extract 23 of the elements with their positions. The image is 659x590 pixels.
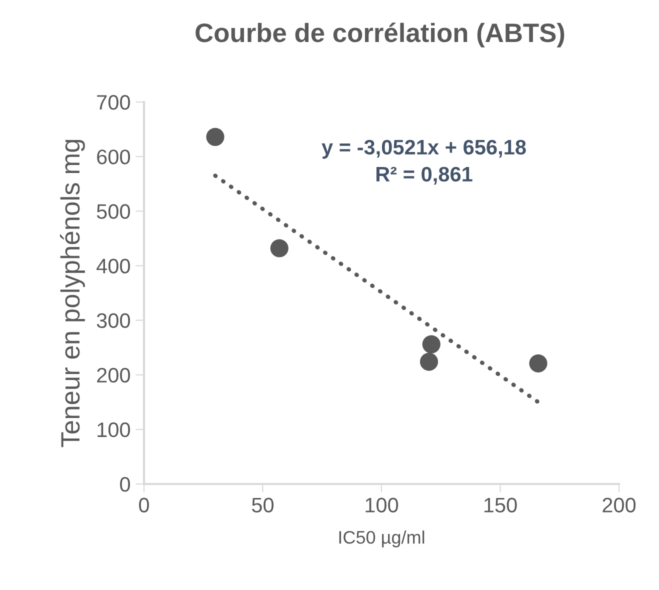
- point: [422, 335, 440, 354]
- x-tick-label: 200: [602, 498, 636, 512]
- point: [270, 239, 288, 258]
- x-tick-label: 100: [366, 498, 398, 512]
- y-tick-label: 400: [96, 258, 130, 274]
- y-tick-label: 200: [97, 368, 130, 383]
- x-tick-label: 50: [252, 498, 274, 512]
- x-axis-title: IC50 µg/ml: [339, 530, 424, 548]
- y-axis-title: Teneur en polyphénols mg: [60, 140, 85, 448]
- point: [206, 128, 224, 146]
- annotation: R² = 0,861: [376, 166, 472, 185]
- y-tick-label: 500: [96, 204, 130, 219]
- annotation: y = -3,0521x + 656,18: [322, 140, 526, 159]
- y-tick-label: 600: [97, 150, 130, 164]
- y-tick-label: 0: [120, 477, 130, 492]
- y-tick-label: 300: [96, 313, 130, 328]
- x-tick-label: 150: [484, 498, 517, 512]
- y-tick-label: 100: [98, 422, 130, 438]
- x-tick-label: 0: [139, 498, 149, 512]
- point: [420, 352, 438, 371]
- point: [529, 354, 548, 372]
- y-tick-label: 700: [97, 95, 130, 110]
- chart-title: Courbe de corrélation (ABTS): [196, 22, 564, 48]
